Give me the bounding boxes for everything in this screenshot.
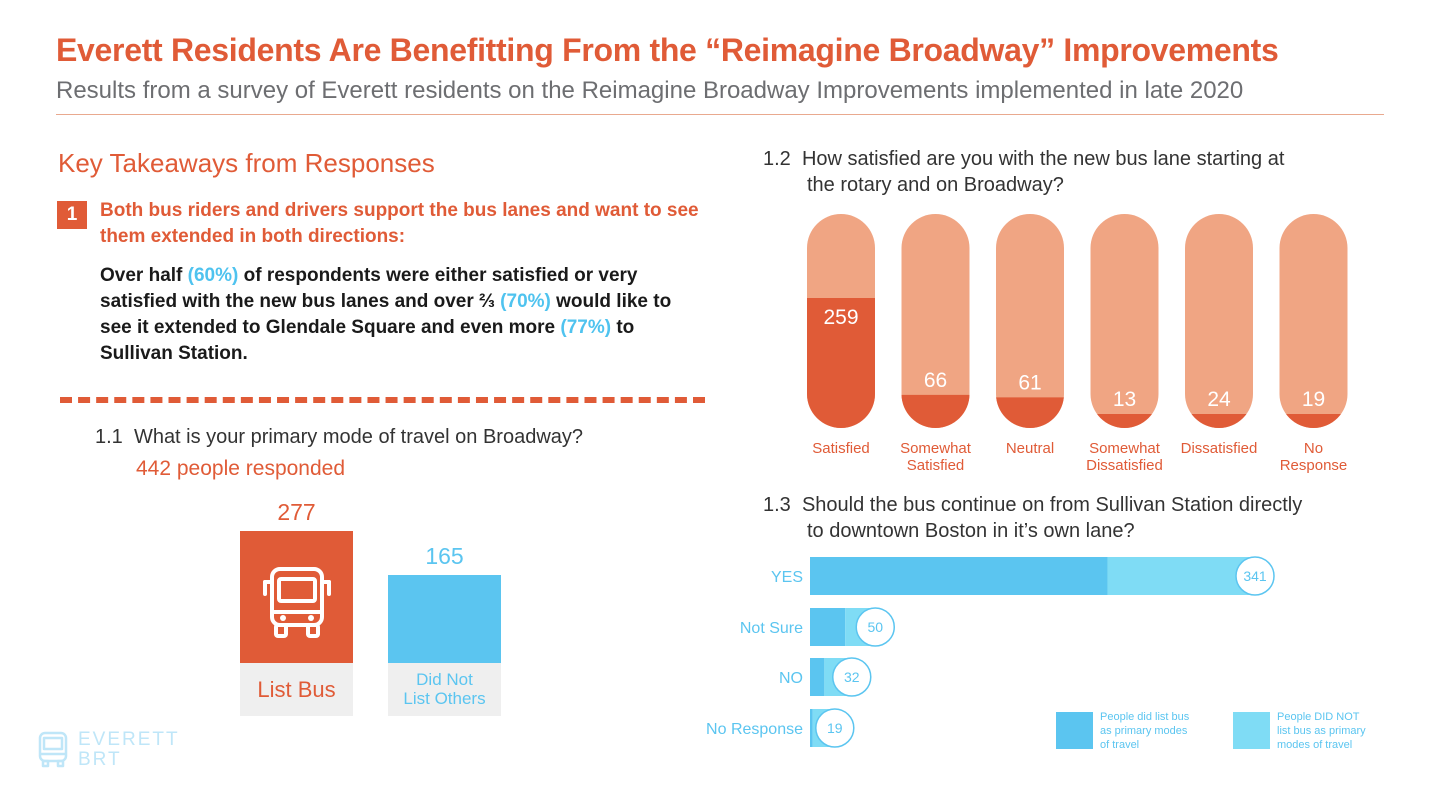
pill-value: 66 [924,369,947,392]
bar-label-did-not-list: Did Not List Others [388,663,501,716]
chart-1-1-question: What is your primary mode of travel on B… [133,426,584,448]
pill-0: 259 Satisfied [807,214,875,457]
pill-label: Neutral [1006,440,1054,457]
pill-label: No [1304,440,1323,457]
bar-value-did-not-list: 165 [425,543,464,569]
hbar-category-label: Not Sure [740,620,803,637]
pill-value: 259 [823,306,858,329]
legend-label: People DID NOT [1277,711,1360,723]
legend-label: list bus as primary [1277,725,1366,737]
pill-label: Somewhat [900,440,972,457]
bus-icon [263,567,331,638]
logo-wordmark: EVERETT BRT [78,730,180,770]
hbar-row-3: No Response 19 [706,708,855,748]
bar-label-list-bus: List Bus [240,663,353,716]
pill-background [1090,214,1159,428]
chart-1-3-title: 1.3 Should the bus continue on from Sull… [763,492,1383,544]
pill-label: Dissatisfied [1086,457,1163,474]
pill-4: 24 Dissatisfied [1181,214,1258,457]
chart-1-1-title: 1.1 What is your primary mode of travel … [95,426,583,449]
hbar-row-1: Not Sure 50 [740,607,895,647]
hbar-total-badge [832,657,872,697]
hbar-total-value: 19 [827,720,843,736]
pill-label: Response [1280,457,1348,474]
detail-text: Over half [100,265,188,286]
hbar-segment-not-listed [1107,557,1255,595]
pill-label: Somewhat [1089,440,1161,457]
pill-label: Dissatisfied [1181,440,1258,457]
legend-label: of travel [1100,739,1139,751]
hbar-total-badge [815,708,855,748]
detail-highlight: (70%) [500,291,551,312]
hbar-total-value: 32 [844,669,860,685]
bar-list-bus [240,531,353,663]
page-subtitle: Results from a survey of Everett residen… [56,77,1244,104]
takeaways-heading: Key Takeaways from Responses [58,148,435,178]
hbar-row-0: YES 341 [771,556,1275,596]
hbar-total-value: 50 [867,619,883,635]
pill-background [996,214,1064,428]
detail-highlight: (60%) [187,265,239,286]
pill-label: Satisfied [812,440,870,457]
detail-text: of respondents were either satisfied or … [100,265,638,312]
header-divider [56,114,1384,115]
legend-swatch [1233,712,1270,749]
chart-1-3-legend: People did list bus as primary modes of tr… [1056,711,1366,751]
detail-highlight: (77%) [560,317,612,338]
bar-label-line: Did Not [416,670,473,689]
hbar-total-badge [1235,556,1275,596]
chart-1-1-subtitle: 442 people responded [136,457,346,480]
hbar-total-value: 341 [1243,568,1267,584]
page-title: Everett Residents Are Benefitting From t… [56,32,1279,68]
hbar-total-badge [855,607,895,647]
hbar-segment-listed-bus [810,709,813,747]
legend-label: People did list bus [1100,711,1190,723]
hbar-row-2: NO 32 [779,657,872,697]
pill-value: 19 [1302,388,1325,411]
logo-line: EVERETT [78,729,180,750]
detail-text: would like to see it extended to Glendal… [100,291,672,338]
chart-1-2-question-line: How satisfied are you with the new bus l… [801,148,1285,170]
pill-value: 61 [1018,371,1041,394]
takeaway-detail: Over half (60%) of respondents were eith… [100,263,700,367]
chart-1-2-number: 1.2 [763,148,791,170]
logo-line: BRT [78,749,122,770]
chart-1-3-number: 1.3 [763,494,791,516]
takeaway-point: Both bus riders and drivers support the … [100,200,699,247]
hbar-category-label: YES [771,569,803,586]
pill-background [1279,214,1348,428]
chart-1-3-question-line: to downtown Boston in it’s own lane? [807,520,1135,542]
everett-brt-logo [38,731,68,768]
pill-label: Satisfied [907,457,965,474]
pill-background [901,214,970,428]
section-divider [60,397,705,403]
legend-swatch [1056,712,1093,749]
pill-value: 24 [1207,388,1231,411]
pill-fill [807,298,875,428]
hbar-segment-listed-bus [810,557,1108,595]
pill-value: 13 [1113,388,1136,411]
bar-label-line: List Others [403,689,486,708]
hbar-category-label: NO [779,670,803,687]
bar-value-list-bus: 277 [277,499,316,525]
takeaway-number-badge: 1 [57,201,87,229]
legend-label: modes of travel [1277,739,1352,751]
hbar-category-label: No Response [706,721,803,738]
detail-text: to Sullivan Station. [100,317,635,364]
legend-label: as primary modes [1100,725,1188,737]
pill-background [1185,214,1253,428]
chart-1-3-question-line: Should the bus continue on from Sullivan… [801,494,1303,516]
chart-1-1-number: 1.1 [95,426,123,448]
chart-1-2-title: 1.2 How satisfied are you with the new b… [763,146,1383,198]
bar-did-not-list [388,575,501,663]
chart-1-2-question-line: the rotary and on Broadway? [807,174,1064,196]
hbar-segment-listed-bus [810,658,825,696]
hbar-segment-listed-bus [810,608,846,646]
